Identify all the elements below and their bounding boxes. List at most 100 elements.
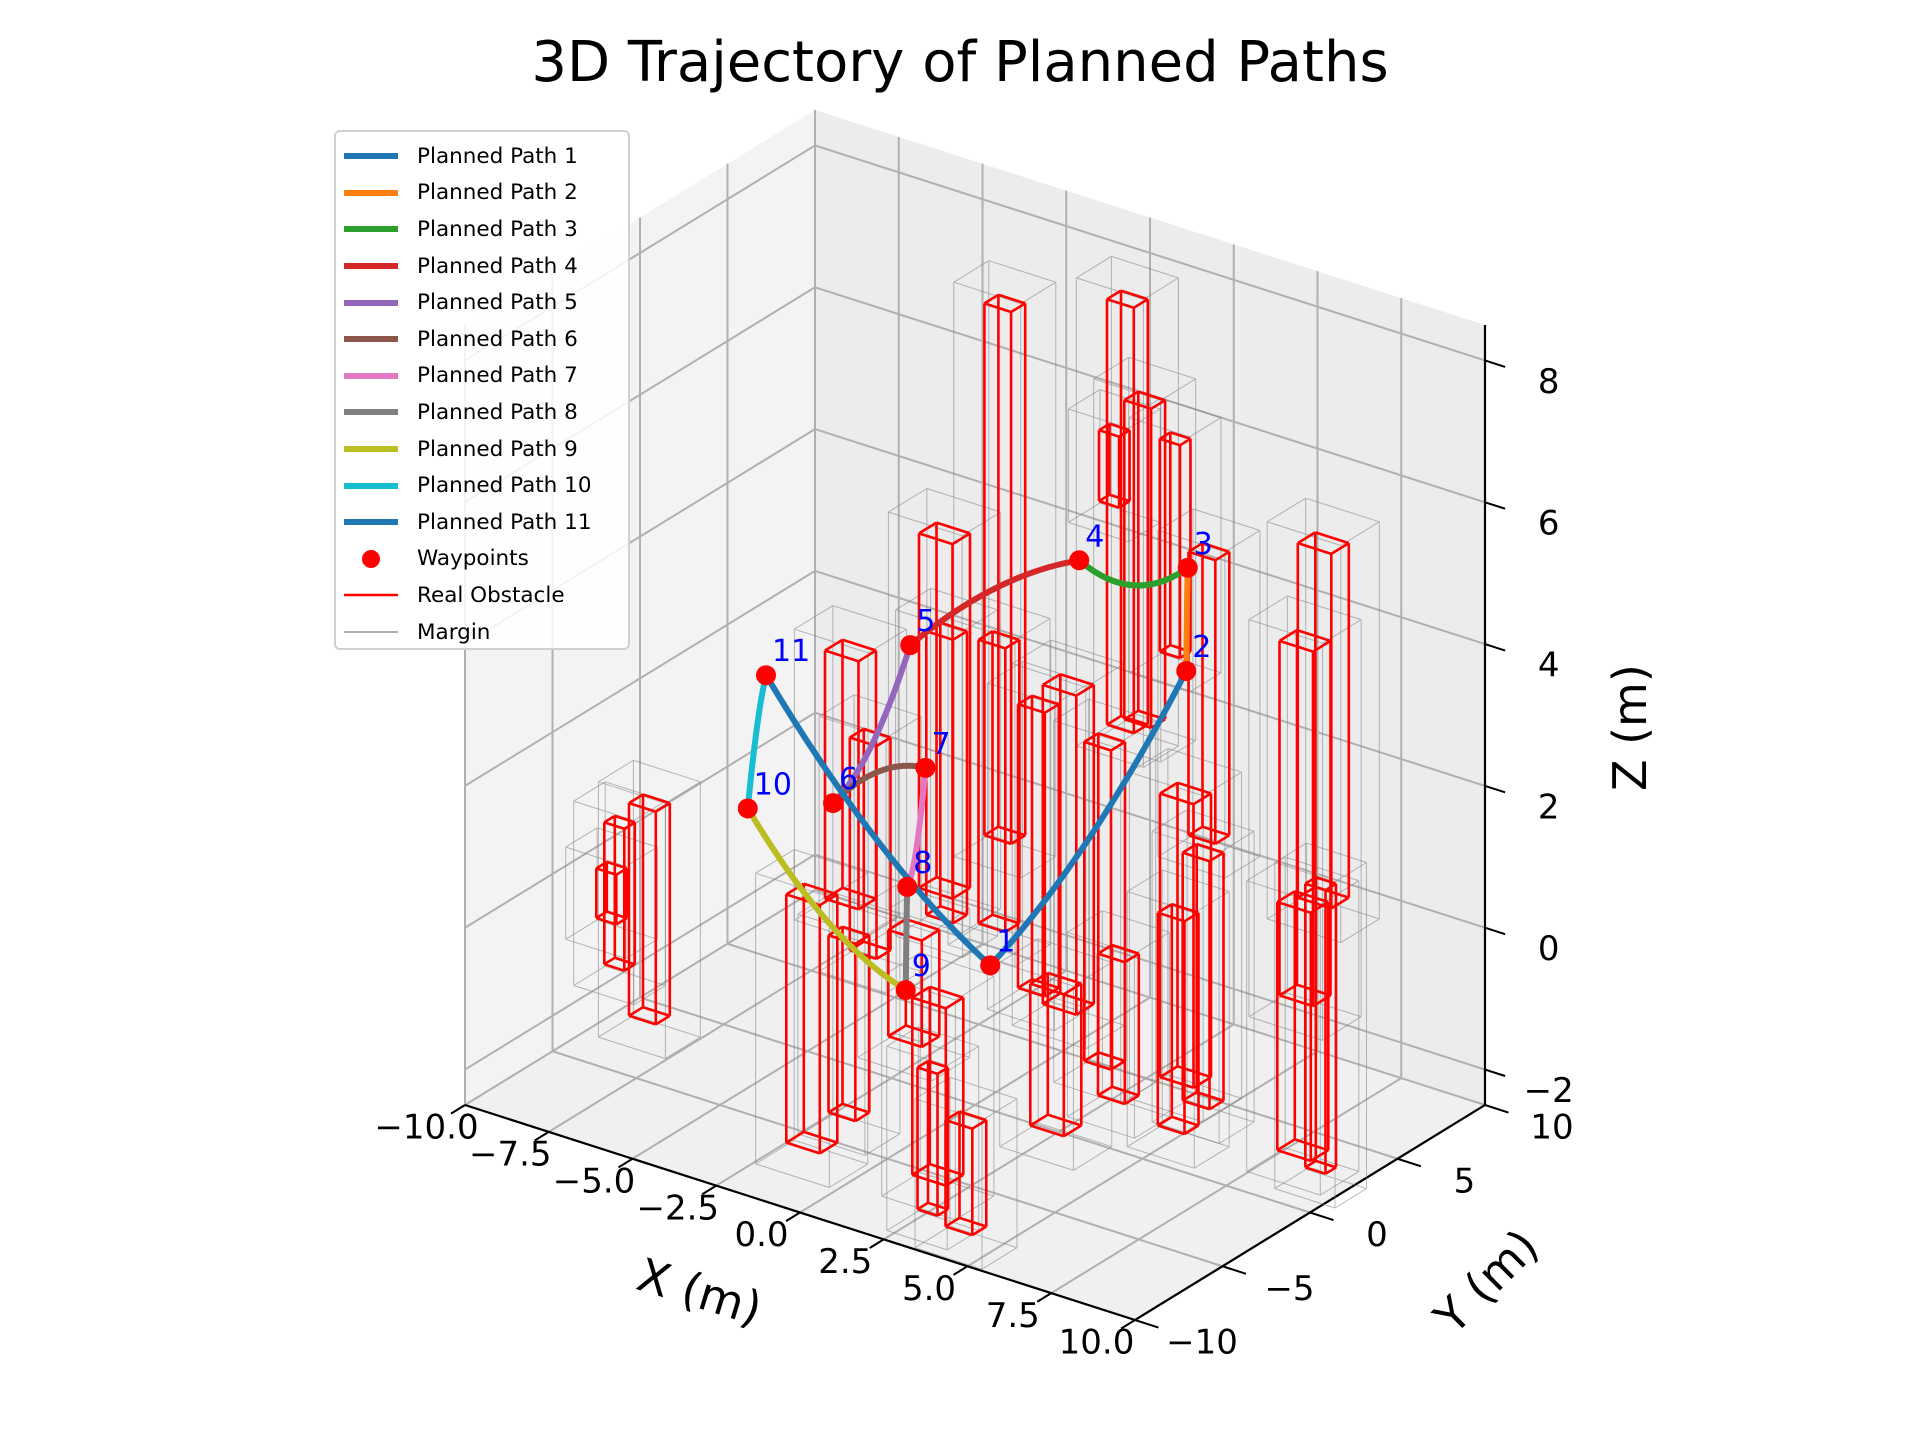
obstacle-box: [1029, 971, 1083, 1138]
z-tick-mark: [1484, 784, 1506, 794]
x-axis-title: X (m): [631, 1247, 768, 1336]
legend-entry: Real Obstacle: [336, 577, 628, 614]
obstacle-box: [603, 814, 637, 972]
waypoint-marker: [980, 955, 1001, 976]
x-tick-mark: [1120, 1319, 1136, 1330]
legend-swatch: [344, 631, 398, 633]
z-tick-label: 6: [1538, 504, 1560, 544]
obstacle-box: [1158, 781, 1213, 1090]
x-tick-label: −5.0: [553, 1161, 636, 1201]
waypoint-label: 1: [996, 924, 1015, 959]
obstacle-box: [1096, 943, 1141, 1106]
waypoints: 1 2 3 4 5 6 7 8 9 10 11: [737, 519, 1213, 1001]
planned-path-4: [907, 557, 1083, 649]
legend-label: Planned Path 1: [417, 143, 578, 169]
waypoint-label: 5: [916, 604, 935, 639]
x-tick-mark: [701, 1184, 717, 1196]
legend-label: Planned Path 11: [417, 509, 592, 535]
planned-path-3: [1076, 557, 1191, 589]
grid-line-z: [464, 853, 816, 1071]
obstacle-box: [1278, 628, 1332, 1008]
planned-path-8: [902, 883, 911, 994]
x-tick-mark: [785, 1211, 801, 1222]
obstacle-box: [1276, 889, 1330, 1163]
legend-label: Planned Path 9: [417, 436, 578, 462]
y-tick-label: 0: [1366, 1215, 1388, 1255]
legend-entry: Planned Path 9: [336, 431, 628, 468]
z-axis-title: Z (m): [1603, 664, 1657, 791]
waypoint-label: 6: [839, 762, 858, 797]
waypoint-label: 2: [1192, 630, 1211, 665]
legend-entry: Planned Path 3: [336, 211, 628, 248]
x-tick-mark: [869, 1238, 885, 1249]
y-tick-mark: [1309, 1211, 1334, 1221]
legend-label: Planned Path 10: [417, 473, 592, 499]
legend-entry: Planned Path 10: [336, 467, 628, 504]
z-tick-label: −2: [1524, 1071, 1574, 1111]
waypoint-marker: [1176, 660, 1197, 681]
obstacle-margin: [1128, 748, 1243, 1123]
legend-label: Margin: [417, 619, 491, 645]
obstacle-box: [1156, 902, 1200, 1136]
legend-swatch: [344, 299, 398, 306]
waypoint-marker: [915, 757, 936, 778]
legend-swatch: [344, 409, 398, 416]
x-tick-label: 2.5: [818, 1242, 872, 1282]
legend-entry: Planned Path 11: [336, 504, 628, 541]
legend-label: Planned Path 2: [417, 180, 578, 206]
grid-line-y: [552, 1050, 1223, 1268]
waypoint-label: 10: [754, 767, 792, 802]
obstacle-box: [595, 860, 629, 926]
obstacle-box: [1187, 541, 1231, 846]
z-tick-label: 0: [1538, 929, 1560, 969]
legend-entry: Margin: [336, 614, 628, 651]
legend-label: Planned Path 8: [417, 399, 578, 425]
legend-entry: Waypoints: [336, 541, 628, 578]
planned-paths: [744, 557, 1191, 994]
waypoint-marker: [895, 980, 916, 1001]
obstacle-box: [944, 1110, 988, 1237]
legend-label: Planned Path 7: [417, 363, 578, 389]
z-tick-label: 2: [1538, 787, 1560, 827]
x-tick-mark: [534, 1131, 550, 1142]
x-tick-mark: [952, 1265, 969, 1276]
z-tick-mark: [1484, 926, 1506, 936]
chart-title: 3D Trajectory of Planned Paths: [531, 30, 1389, 95]
legend-swatch: [344, 594, 398, 597]
x-tick-mark: [450, 1104, 466, 1115]
legend-marker: [362, 549, 380, 568]
x-tick-label: −7.5: [469, 1135, 552, 1175]
legend-label: Planned Path 4: [417, 253, 578, 279]
x-tick-label: −10.0: [374, 1108, 478, 1148]
legend-entry: Planned Path 7: [336, 358, 628, 395]
tick-labels: −10.0−7.5−5.0−2.5 0.0 2.5 5.0 7.5 10.0 −10 −5 0 5…: [374, 359, 1574, 1363]
x-tick-mark: [617, 1157, 634, 1169]
waypoint-marker: [897, 876, 918, 897]
waypoint-marker: [756, 665, 776, 686]
legend-label: Planned Path 3: [417, 216, 578, 242]
legend-label: Planned Path 6: [417, 326, 578, 352]
legend: Planned Path 1 Planned Path 2 Planned Path…: [334, 130, 630, 650]
obstacle-box: [1105, 289, 1150, 735]
z-tick-mark: [1484, 1068, 1506, 1077]
legend-entry: Planned Path 6: [336, 321, 628, 358]
planned-path-9: [744, 805, 909, 994]
obstacle-box: [977, 629, 1021, 934]
legend-swatch: [344, 519, 398, 526]
y-tick-mark: [1134, 1319, 1159, 1329]
waypoint-marker: [1069, 550, 1090, 571]
z-tick-label: 8: [1538, 362, 1560, 402]
waypoint-label: 8: [913, 846, 932, 881]
waypoint-marker: [823, 793, 843, 814]
legend-entry: Planned Path 1: [336, 138, 628, 175]
x-tick-label: −2.5: [636, 1188, 719, 1228]
legend-swatch: [344, 372, 398, 379]
grid-line-z: [464, 570, 816, 787]
y-tick-mark: [1222, 1265, 1247, 1275]
legend-entry: Planned Path 8: [336, 394, 628, 431]
z-tick-mark: [1484, 643, 1506, 652]
waypoint-marker: [900, 635, 921, 656]
y-tick-label: −10: [1166, 1323, 1238, 1363]
legend-entry: Planned Path 2: [336, 175, 628, 212]
